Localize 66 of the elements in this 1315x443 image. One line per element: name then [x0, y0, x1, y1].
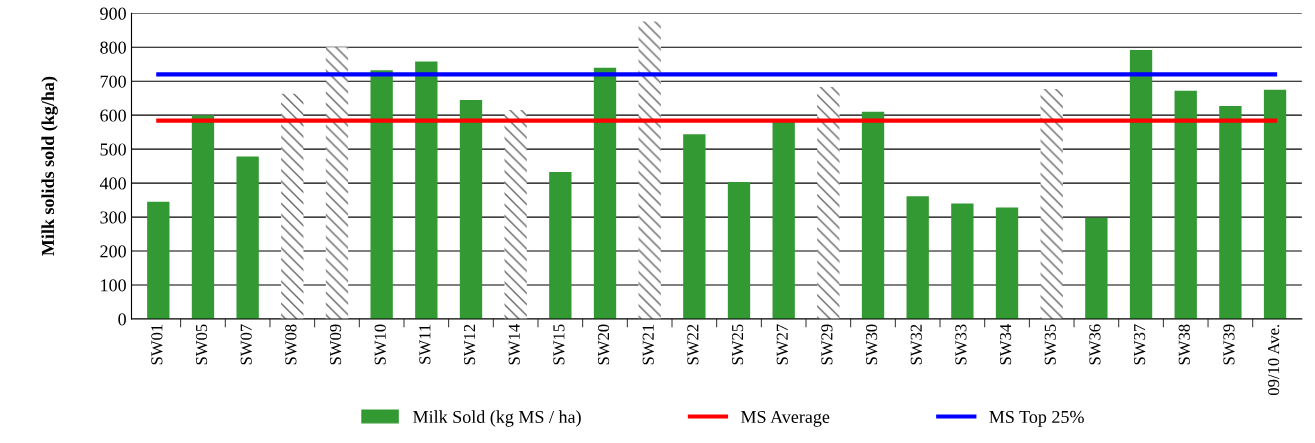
x-tick-label: SW30 — [865, 324, 878, 365]
y-tick-label: 200 — [100, 245, 126, 258]
bar — [772, 121, 795, 319]
legend-label: MS Top 25% — [989, 410, 1084, 427]
bar — [995, 207, 1019, 319]
x-tick-label: SW39 — [1223, 324, 1235, 365]
bar — [727, 182, 751, 319]
x-tick-label: SW09 — [329, 324, 342, 365]
y-tick-label: 100 — [101, 279, 126, 292]
x-tick-label: SW01 — [151, 324, 163, 365]
x-tick-label: SW21 — [642, 324, 654, 365]
bar — [370, 70, 393, 319]
y-tick-label: 700 — [100, 75, 126, 88]
bar — [459, 99, 483, 319]
x-tick-label: SW32 — [910, 324, 922, 365]
bar — [1129, 49, 1153, 319]
bar — [325, 47, 349, 319]
x-tick-label: SW34 — [1000, 324, 1012, 365]
bar — [1174, 90, 1197, 319]
x-tick-label: SW22 — [687, 324, 699, 365]
x-tick-label: SW38 — [1178, 324, 1190, 365]
x-tick-label: SW15 — [553, 324, 565, 365]
x-tick-label: SW27 — [776, 324, 788, 365]
x-tick-label: SW35 — [1044, 324, 1056, 365]
bar — [415, 61, 438, 319]
y-tick-label: 600 — [100, 109, 126, 122]
x-tick-label: SW25 — [731, 324, 744, 365]
bar — [549, 171, 572, 319]
y-tick-label: 0 — [118, 313, 126, 326]
bar — [1085, 217, 1108, 319]
bar — [951, 203, 974, 319]
legend-label: MS Average — [740, 410, 830, 427]
bar — [281, 93, 304, 319]
x-tick-label: SW07 — [240, 324, 252, 365]
x-tick-label: SW20 — [597, 324, 610, 365]
bar — [1040, 89, 1063, 319]
x-tick-label: 09/10 Ave. — [1267, 324, 1280, 396]
bar — [817, 86, 840, 319]
bar — [191, 115, 215, 319]
bar — [504, 110, 527, 319]
y-tick-label: 300 — [100, 211, 126, 224]
y-tick-label: 500 — [100, 143, 126, 156]
y-tick-label: 400 — [99, 177, 126, 190]
x-tick-label: SW29 — [821, 324, 833, 365]
x-tick-label: SW10 — [374, 324, 386, 365]
bar — [906, 196, 929, 319]
bar — [147, 201, 170, 319]
bar — [1219, 106, 1242, 319]
bar — [1263, 89, 1287, 319]
bar — [683, 134, 706, 319]
x-tick-label: SW11 — [419, 324, 431, 364]
bar — [593, 67, 617, 319]
y-axis-title: Milk solids sold (kg/ha) — [41, 76, 58, 256]
x-tick-label: SW05 — [195, 324, 208, 365]
y-tick-label: 900 — [100, 7, 126, 20]
bar — [638, 21, 661, 319]
legend-label: Milk Sold (kg MS / ha) — [413, 410, 581, 427]
y-tick-label: 800 — [100, 41, 126, 54]
bar — [236, 156, 259, 319]
x-tick-label: SW08 — [285, 324, 297, 365]
x-tick-label: SW12 — [463, 324, 476, 365]
x-tick-label: SW36 — [1089, 324, 1101, 365]
x-tick-label: SW33 — [955, 324, 967, 365]
x-tick-label: SW14 — [508, 324, 520, 365]
x-tick-label: SW37 — [1134, 324, 1146, 365]
bar — [861, 111, 885, 319]
